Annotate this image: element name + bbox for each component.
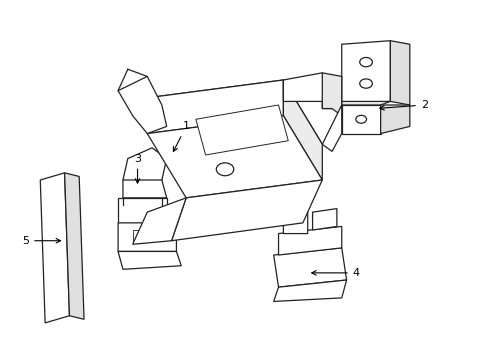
Polygon shape [147,116,322,198]
Polygon shape [322,73,341,116]
Polygon shape [147,80,322,162]
Polygon shape [341,105,380,134]
Circle shape [359,79,372,88]
Polygon shape [341,102,389,105]
Text: 1: 1 [173,121,189,152]
Polygon shape [147,80,283,134]
Polygon shape [322,105,341,152]
Text: 2: 2 [379,100,427,110]
Polygon shape [283,212,307,234]
Polygon shape [171,180,322,241]
Polygon shape [312,208,336,230]
Circle shape [359,58,372,67]
Polygon shape [196,105,287,155]
Polygon shape [64,173,84,319]
Polygon shape [132,198,186,244]
Text: 5: 5 [22,236,61,246]
Polygon shape [283,73,331,109]
Text: 3: 3 [134,154,141,183]
Polygon shape [273,280,346,301]
Circle shape [355,115,366,123]
Text: 4: 4 [311,268,359,278]
Polygon shape [283,80,322,180]
Polygon shape [341,41,389,105]
Polygon shape [380,105,409,134]
Polygon shape [122,148,166,191]
Polygon shape [389,41,409,105]
Polygon shape [40,173,69,323]
Circle shape [216,163,233,176]
Polygon shape [273,248,346,287]
Polygon shape [118,223,176,251]
Polygon shape [118,251,181,269]
Polygon shape [278,226,341,255]
Polygon shape [118,198,166,223]
Polygon shape [118,76,166,134]
Polygon shape [122,180,166,198]
Polygon shape [132,230,147,241]
